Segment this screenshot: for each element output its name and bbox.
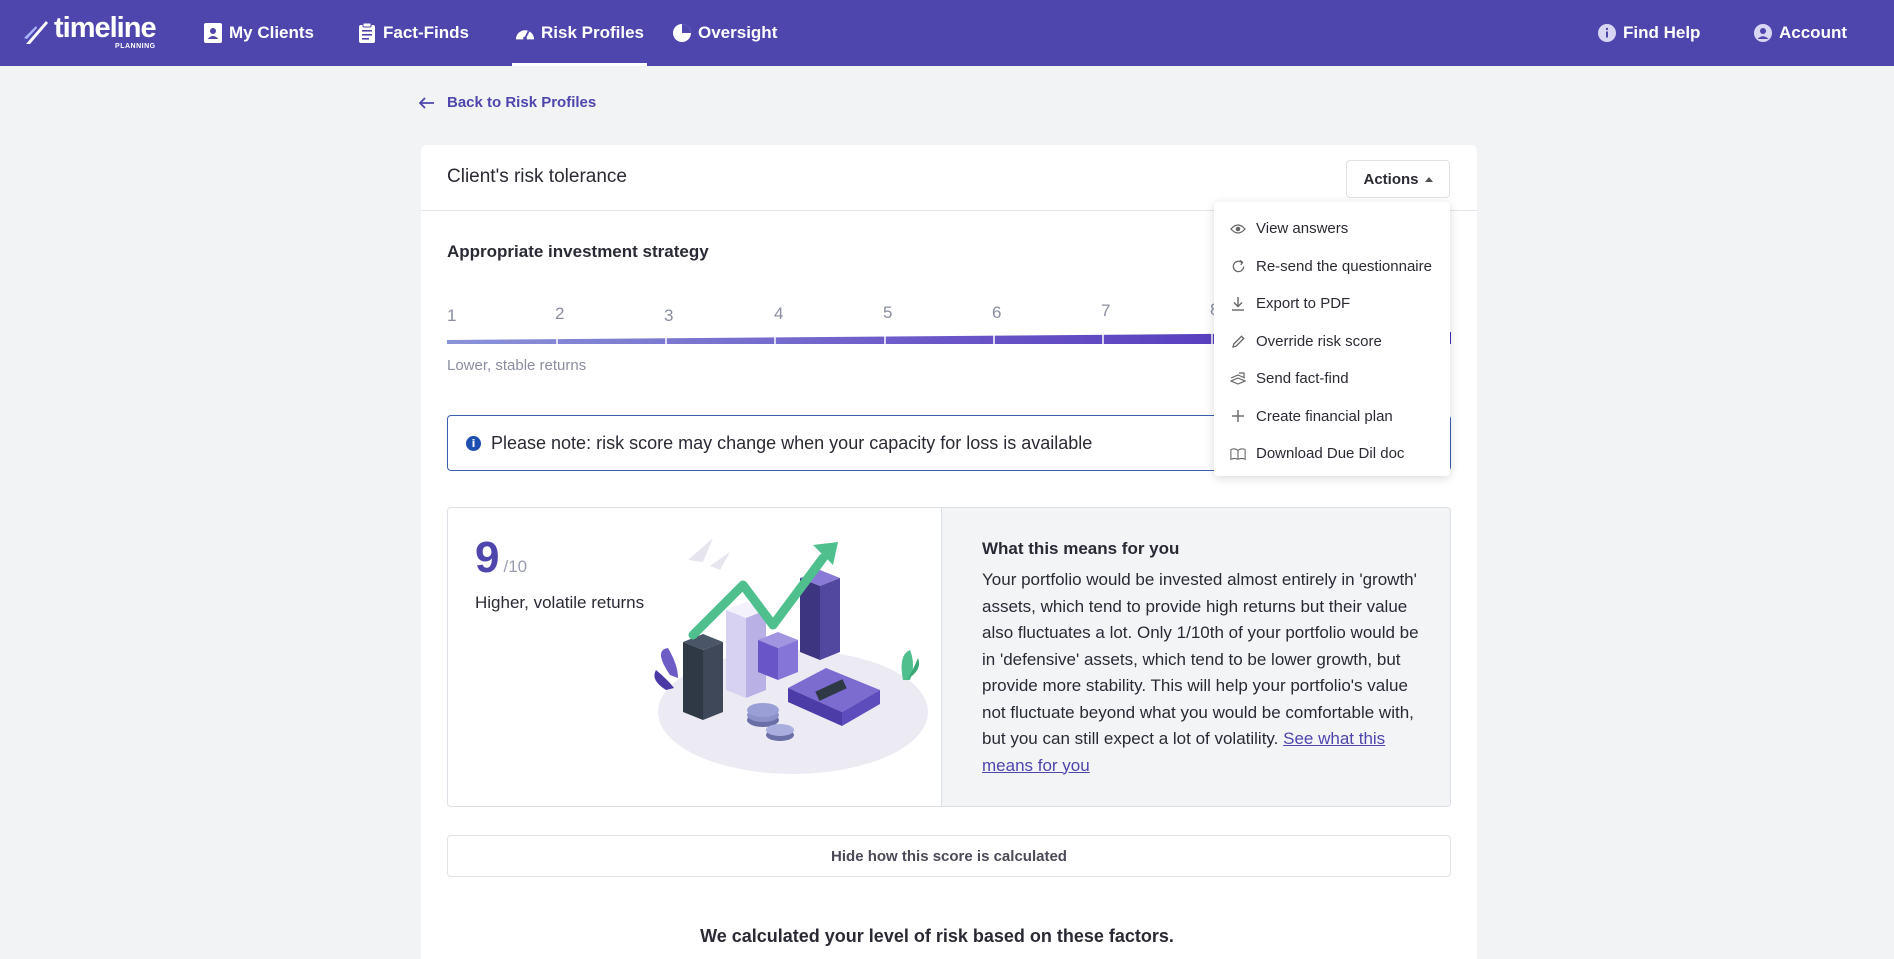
strategy-heading: Appropriate investment strategy [447, 242, 709, 261]
scale-number: 4 [774, 304, 784, 323]
account-label: Account [1779, 23, 1847, 42]
info-circle-icon [1597, 23, 1617, 43]
nav-find-help[interactable]: Find Help [1597, 0, 1700, 66]
menu-item-view-answers[interactable]: View answers [1214, 210, 1450, 248]
risk-score-label: Higher, volatile returns [475, 593, 645, 612]
gauge-icon [515, 23, 535, 43]
scale-number: 3 [664, 306, 674, 325]
actions-dropdown-menu: View answers Re-send the questionnaire E… [1214, 202, 1450, 476]
menu-item-label: Download Due Dil doc [1256, 445, 1405, 463]
what-this-means-heading: What this means for you [982, 539, 1180, 558]
scale-number: 1 [447, 306, 457, 325]
logo-swoosh-icon [24, 21, 48, 44]
factors-heading: We calculated your level of risk based o… [700, 926, 1174, 946]
menu-item-download-due-dil-doc[interactable]: Download Due Dil doc [1214, 435, 1450, 473]
menu-item-resend-questionnaire[interactable]: Re-send the questionnaire [1214, 248, 1450, 286]
nav-label: Fact-Finds [383, 23, 469, 42]
menu-item-send-fact-find[interactable]: Send fact-find [1214, 360, 1450, 398]
nav-label: My Clients [229, 23, 315, 42]
nav-fact-finds[interactable]: Fact-Finds [357, 0, 469, 66]
card-title: Client's risk tolerance [447, 166, 627, 187]
refresh-icon [1230, 258, 1246, 274]
what-this-means-body: Your portfolio would be invested almost … [982, 570, 1419, 748]
logo-subtext: PLANNING [115, 43, 156, 50]
menu-item-label: Re-send the questionnaire [1256, 257, 1432, 275]
menu-item-label: Create financial plan [1256, 407, 1393, 425]
scale-caption-low: Lower, stable returns [447, 357, 587, 374]
score-summary: 9 /10 Higher, volatile returns [448, 508, 942, 806]
logo-wordmark: timeline [54, 12, 157, 44]
menu-item-create-financial-plan[interactable]: Create financial plan [1214, 398, 1450, 436]
eye-icon [1230, 221, 1246, 237]
top-navbar: timeline PLANNING My Clients Fact-Finds … [0, 0, 1894, 66]
download-icon [1230, 296, 1246, 312]
arrow-left-icon [419, 96, 434, 109]
growth-chart-illustration [654, 538, 928, 774]
menu-item-override-risk-score[interactable]: Override risk score [1214, 323, 1450, 361]
menu-item-export-pdf[interactable]: Export to PDF [1214, 285, 1450, 323]
what-this-means-text: Your portfolio would be invested almost … [982, 567, 1422, 779]
contact-card-icon [203, 23, 223, 43]
nav-my-clients[interactable]: My Clients [203, 0, 314, 66]
risk-scale-bar [447, 332, 1451, 344]
book-icon [1230, 446, 1246, 462]
back-to-risk-profiles-link[interactable]: Back to Risk Profiles [419, 94, 596, 111]
timeline-logo[interactable]: timeline PLANNING [24, 12, 157, 54]
find-help-label: Find Help [1623, 23, 1701, 42]
back-link-label: Back to Risk Profiles [447, 94, 597, 111]
actions-label: Actions [1363, 170, 1419, 188]
scale-number: 2 [555, 304, 565, 323]
what-this-means-panel: What this means for you Your portfolio w… [942, 508, 1450, 806]
nav-oversight[interactable]: Oversight [672, 0, 777, 66]
clipboard-icon [357, 23, 377, 43]
hide-button-label: Hide how this score is calculated [831, 847, 1067, 865]
menu-item-label: View answers [1256, 220, 1349, 238]
nav-risk-profiles[interactable]: Risk Profiles [512, 0, 647, 66]
menu-item-label: Override risk score [1256, 332, 1382, 350]
nav-label: Risk Profiles [541, 23, 644, 42]
risk-score: 9 /10 [475, 536, 527, 580]
send-stack-icon [1230, 371, 1246, 387]
caret-up-icon [1424, 176, 1433, 182]
risk-score-denominator: /10 [503, 557, 528, 576]
hide-score-calculation-button[interactable]: Hide how this score is calculated [447, 835, 1451, 877]
capacity-for-loss-notice: i Please note: risk score may change whe… [447, 415, 1451, 471]
actions-button[interactable]: Actions [1346, 160, 1450, 198]
info-icon: i [466, 435, 481, 451]
risk-score-panel: 9 /10 Higher, volatile returns [447, 507, 1451, 807]
plus-icon [1230, 408, 1246, 424]
pie-chart-icon [672, 23, 692, 43]
notice-text: Please note: risk score may change when … [491, 432, 1093, 453]
pencil-icon [1230, 333, 1246, 349]
see-what-this-means-link[interactable]: See what this means for you [982, 729, 1386, 775]
scale-number: 6 [992, 303, 1002, 322]
scale-number: 5 [883, 303, 893, 322]
risk-score-value: 9 [475, 533, 500, 582]
nav-account[interactable]: Account [1753, 0, 1847, 66]
nav-label: Oversight [698, 23, 778, 42]
risk-tolerance-card: Client's risk tolerance Actions Appropri… [421, 145, 1477, 959]
user-avatar-icon [1753, 23, 1773, 43]
menu-item-label: Send fact-find [1256, 370, 1349, 388]
menu-item-label: Export to PDF [1256, 295, 1351, 313]
card-header: Client's risk tolerance Actions [421, 145, 1477, 211]
scale-number: 7 [1101, 301, 1111, 320]
